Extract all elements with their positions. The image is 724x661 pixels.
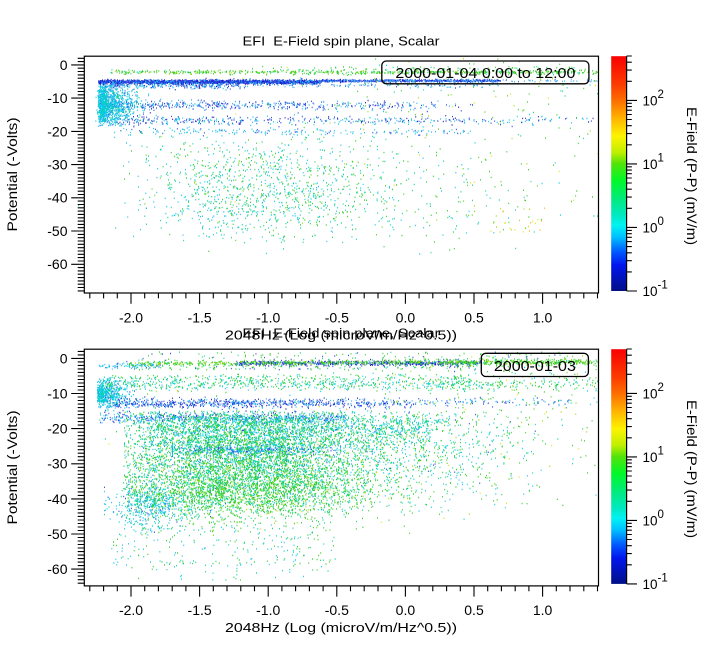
- svg-text:0.0: 0.0: [396, 602, 416, 618]
- svg-text:-20: -20: [47, 123, 67, 139]
- svg-text:-30: -30: [47, 456, 67, 472]
- svg-text:E-Field (P-P) (mV/m): E-Field (P-P) (mV/m): [684, 107, 699, 245]
- svg-text:-1.0: -1.0: [256, 309, 280, 325]
- svg-text:0.5: 0.5: [464, 309, 484, 325]
- svg-text:-50: -50: [47, 526, 67, 542]
- svg-text:-30: -30: [47, 157, 67, 173]
- svg-text:-60: -60: [47, 256, 67, 272]
- svg-text:Potential (-Volts): Potential (-Volts): [5, 411, 20, 525]
- svg-text:-0.5: -0.5: [325, 309, 349, 325]
- svg-text:EFI E-Field spin plane, Scala: EFI E-Field spin plane, Scalar: [243, 326, 441, 341]
- svg-text:2048Hz (Log (microV/m/Hz^0.5)): 2048Hz (Log (microV/m/Hz^0.5)): [225, 620, 457, 635]
- svg-text:-40: -40: [47, 491, 67, 507]
- svg-text:-2.0: -2.0: [119, 309, 143, 325]
- svg-text:-1.5: -1.5: [188, 309, 212, 325]
- svg-text:1.0: 1.0: [533, 602, 553, 618]
- svg-text:2000-01-03: 2000-01-03: [494, 359, 576, 375]
- svg-text:-1.5: -1.5: [188, 602, 212, 618]
- svg-text:0.0: 0.0: [396, 309, 416, 325]
- svg-text:-2.0: -2.0: [119, 602, 143, 618]
- svg-text:0: 0: [60, 57, 68, 73]
- svg-text:0.5: 0.5: [464, 602, 484, 618]
- svg-text:-40: -40: [47, 190, 67, 206]
- svg-text:Potential (-Volts): Potential (-Volts): [5, 118, 20, 232]
- svg-text:2048Hz (Log (microV/m/Hz^0.5)): 2048Hz (Log (microV/m/Hz^0.5)): [225, 328, 457, 343]
- svg-text:-1.0: -1.0: [256, 602, 280, 618]
- svg-text:2000-01-04 0:00 to 12:00: 2000-01-04 0:00 to 12:00: [395, 66, 575, 82]
- svg-text:-20: -20: [47, 421, 67, 437]
- svg-text:EFI E-Field spin plane, Scala: EFI E-Field spin plane, Scalar: [243, 34, 441, 49]
- svg-text:-10: -10: [47, 385, 67, 401]
- svg-text:-10: -10: [47, 90, 67, 106]
- svg-text:-60: -60: [47, 561, 67, 577]
- svg-text:0: 0: [60, 350, 68, 366]
- svg-text:-0.5: -0.5: [325, 602, 349, 618]
- svg-text:E-Field (P-P) (mV/m): E-Field (P-P) (mV/m): [684, 400, 699, 538]
- svg-text:1.0: 1.0: [533, 309, 553, 325]
- svg-text:-50: -50: [47, 223, 67, 239]
